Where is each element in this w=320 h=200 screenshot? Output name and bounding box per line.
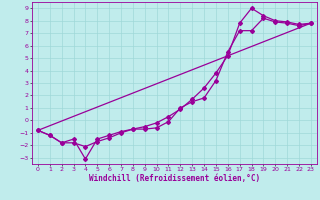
X-axis label: Windchill (Refroidissement éolien,°C): Windchill (Refroidissement éolien,°C) xyxy=(89,174,260,183)
